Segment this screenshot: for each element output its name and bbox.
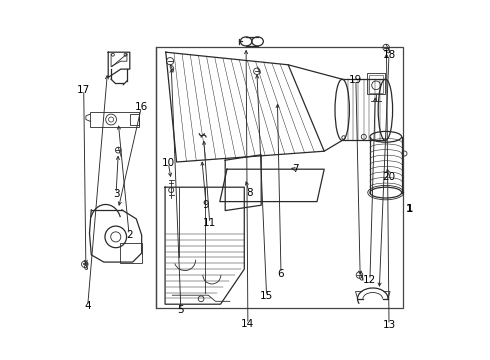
Bar <box>130 114 139 125</box>
Text: 1: 1 <box>406 204 414 214</box>
Text: 13: 13 <box>382 320 395 330</box>
Text: 8: 8 <box>246 188 253 198</box>
Bar <box>369 75 383 93</box>
Bar <box>90 112 139 127</box>
Text: 9: 9 <box>203 200 209 210</box>
Text: 17: 17 <box>77 85 90 95</box>
Text: 20: 20 <box>382 172 395 182</box>
Text: 4: 4 <box>84 301 91 311</box>
Text: 11: 11 <box>203 218 217 228</box>
Text: 18: 18 <box>382 50 395 60</box>
Text: 5: 5 <box>177 305 184 315</box>
Text: 3: 3 <box>113 189 120 199</box>
Text: 19: 19 <box>349 75 363 85</box>
Text: 10: 10 <box>162 158 175 168</box>
Text: 7: 7 <box>292 164 299 174</box>
Text: 12: 12 <box>363 275 376 285</box>
Text: 14: 14 <box>241 319 254 329</box>
Text: 6: 6 <box>278 269 284 279</box>
Text: 2: 2 <box>126 230 132 240</box>
Bar <box>120 243 142 263</box>
Text: 16: 16 <box>135 102 148 112</box>
Bar <box>368 73 385 94</box>
Text: 15: 15 <box>260 291 273 301</box>
